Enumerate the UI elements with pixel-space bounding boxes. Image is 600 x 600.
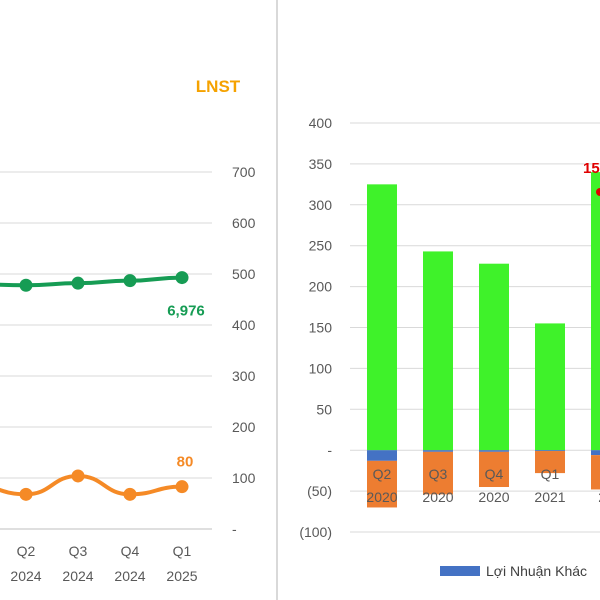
y-tick-label: - [232, 521, 237, 537]
x-tick-label-quarter: Q2 [17, 543, 36, 559]
y-tick-label: 350 [309, 156, 333, 172]
y-tick-label: 50 [316, 401, 332, 417]
bar-negative [423, 451, 453, 495]
bar-loi-nhuan-khac [367, 450, 397, 461]
right-chart-panel: 400 350 300 250 200 150 100 50- (50) (100) Q2 2020… [282, 0, 600, 600]
x-tick-label-quarter: Q1 [173, 543, 192, 559]
y-tick-label: - [327, 442, 332, 458]
x-tick-label-quarter: Q3 [69, 543, 88, 559]
bar-loi-nhuan-khac [591, 450, 600, 456]
x-tick-label-quarter: Q3 [429, 466, 448, 482]
y-tick-label: 300 [232, 368, 256, 384]
x-tick-label-quarter: Q4 [121, 543, 140, 559]
y-tick-label: 400 [232, 317, 256, 333]
y-tick-label: 200 [309, 279, 333, 295]
bar-loi-nhuan-khac [535, 450, 565, 452]
right-bars [367, 172, 600, 508]
x-tick-label-year: 2025 [166, 568, 197, 584]
legend-swatch [440, 566, 480, 576]
left-y-axis-ticks: 700 600 500 400 300 200 100 - [232, 164, 256, 537]
bar-annotation-label: 15 [583, 160, 600, 177]
lnst-title: LNST [196, 77, 241, 96]
legend: Lợi Nhuận Khác [440, 563, 587, 579]
bar-negative [479, 451, 509, 488]
data-point [123, 487, 137, 501]
y-tick-label: (50) [307, 483, 332, 499]
bar-positive [423, 251, 453, 451]
data-label: 80 [177, 454, 194, 471]
y-tick-label: 250 [309, 238, 333, 254]
legend-label: Lợi Nhuận Khác [486, 563, 587, 579]
y-tick-label: 500 [232, 266, 256, 282]
bar-positive [535, 323, 565, 451]
left-series-lines: 6,976 80 [0, 271, 205, 501]
right-x-axis-labels: Q22020Q32020Q42020Q12021Q20 [366, 466, 600, 505]
data-point [19, 278, 33, 292]
x-tick-label-quarter: Q2 [373, 466, 392, 482]
x-tick-label-year: 2021 [534, 489, 565, 505]
y-tick-label: 200 [232, 419, 256, 435]
bar-loi-nhuan-khac [423, 450, 453, 452]
bar-positive [367, 184, 397, 451]
x-tick-label-year: 2020 [366, 489, 397, 505]
x-tick-label-year: 2020 [422, 489, 453, 505]
bar-negative [591, 455, 600, 490]
x-tick-label-year: 2020 [478, 489, 509, 505]
x-tick-label-year: 2024 [114, 568, 145, 584]
right-y-axis-ticks: 400 350 300 250 200 150 100 50 - (50) (100) [299, 115, 332, 540]
y-tick-label: 400 [309, 115, 333, 131]
y-tick-label: 100 [232, 470, 256, 486]
annotation-marker [596, 188, 600, 196]
y-tick-label: 700 [232, 164, 256, 180]
data-point [71, 276, 85, 290]
y-tick-label: 300 [309, 197, 333, 213]
y-tick-label: (100) [299, 524, 332, 540]
left-chart-panel: LNST 700 600 500 400 300 200 100 - Q2 2024 Q3 2024… [0, 0, 274, 600]
y-tick-label: 100 [309, 360, 333, 376]
x-tick-label-quarter: Q4 [485, 466, 504, 482]
y-tick-label: 150 [309, 320, 333, 336]
data-point [175, 480, 189, 494]
x-tick-label-year: 2024 [10, 568, 41, 584]
lnst-line-chart: LNST 700 600 500 400 300 200 100 - Q2 2024 Q3 2024… [0, 77, 256, 584]
data-point [175, 271, 189, 285]
bar-negative [535, 451, 565, 474]
left-gridlines [0, 171, 212, 530]
x-tick-label-quarter: Q1 [541, 466, 560, 482]
panel-divider [276, 0, 278, 600]
bar-positive [479, 263, 509, 451]
y-tick-label: 600 [232, 215, 256, 231]
bar-positive [591, 172, 600, 451]
data-point [19, 487, 33, 501]
bar-loi-nhuan-khac [479, 450, 509, 452]
x-tick-label-year: 2024 [62, 568, 93, 584]
x-tick-label-year: 20 [598, 489, 600, 505]
data-label: 6,976 [167, 303, 205, 320]
left-x-axis-labels: Q2 2024 Q3 2024 Q4 2024 Q1 2025 [10, 543, 197, 584]
bar-negative [367, 460, 397, 508]
data-point [123, 274, 137, 288]
data-point [71, 469, 85, 483]
